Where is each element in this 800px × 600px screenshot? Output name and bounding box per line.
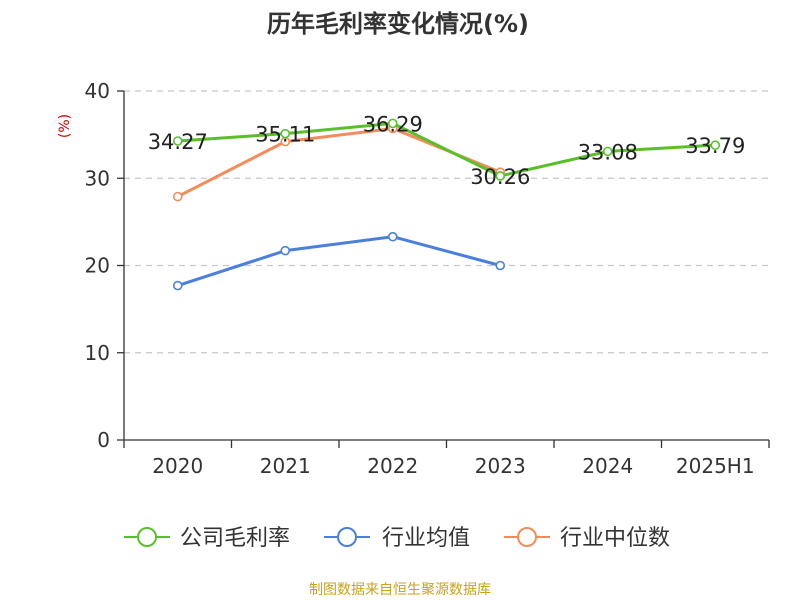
data-point bbox=[495, 260, 506, 271]
data-label: 34.27 bbox=[148, 130, 208, 154]
x-tick-label: 2021 bbox=[260, 454, 311, 478]
series-line-0 bbox=[176, 121, 717, 178]
x-tick-label: 2020 bbox=[152, 454, 203, 478]
y-tick-label: 0 bbox=[97, 428, 110, 452]
legend-label: 公司毛利率 bbox=[180, 526, 290, 551]
data-point bbox=[387, 118, 398, 129]
series-line-1 bbox=[176, 235, 502, 288]
y-tick-label: 30 bbox=[85, 166, 110, 190]
data-label: 33.79 bbox=[685, 134, 745, 158]
y-axis-title: (%) bbox=[57, 114, 73, 138]
y-tick-label: 20 bbox=[85, 254, 110, 278]
axes: 0 10 20 30 40 2020 2021 2022 2023 2024 2025H1 bbox=[85, 79, 770, 478]
data-point bbox=[172, 136, 183, 146]
series-lines bbox=[172, 118, 721, 291]
data-label: 35.11 bbox=[255, 123, 315, 147]
legend-item: 行业均值 bbox=[324, 526, 470, 551]
data-point bbox=[172, 191, 183, 202]
legend: 公司毛利率 行业均值 行业中位数 bbox=[124, 526, 670, 551]
legend-item: 行业中位数 bbox=[504, 526, 670, 551]
y-tick-label: 40 bbox=[85, 79, 110, 103]
data-point bbox=[280, 128, 291, 139]
legend-label: 行业中位数 bbox=[560, 526, 670, 551]
gridlines bbox=[124, 90, 769, 354]
legend-item: 公司毛利率 bbox=[124, 526, 290, 551]
x-tick-label: 2024 bbox=[582, 454, 633, 478]
legend-swatch-marker bbox=[337, 527, 357, 547]
data-point bbox=[602, 146, 613, 157]
data-label: 33.08 bbox=[578, 140, 638, 164]
data-labels: 34.27 35.11 36.29 30.26 33.08 33.79 bbox=[148, 112, 746, 189]
x-tick-label: 2025H1 bbox=[676, 454, 755, 478]
legend-swatch-marker bbox=[137, 527, 157, 547]
x-tick-label: 2022 bbox=[367, 454, 418, 478]
data-point bbox=[495, 171, 506, 181]
data-point bbox=[172, 280, 183, 291]
legend-label: 行业均值 bbox=[382, 526, 470, 551]
legend-swatch-marker bbox=[517, 527, 537, 547]
x-tick-label: 2023 bbox=[475, 454, 526, 478]
data-label: 30.26 bbox=[470, 165, 530, 189]
data-point bbox=[710, 140, 721, 150]
data-point bbox=[280, 245, 291, 256]
data-point bbox=[387, 231, 398, 242]
y-tick-label: 10 bbox=[85, 341, 110, 365]
data-label: 36.29 bbox=[363, 112, 423, 136]
chart-title: 历年毛利率变化情况(%) bbox=[267, 10, 529, 38]
source-note: 制图数据来自恒生聚源数据库 bbox=[309, 582, 491, 598]
